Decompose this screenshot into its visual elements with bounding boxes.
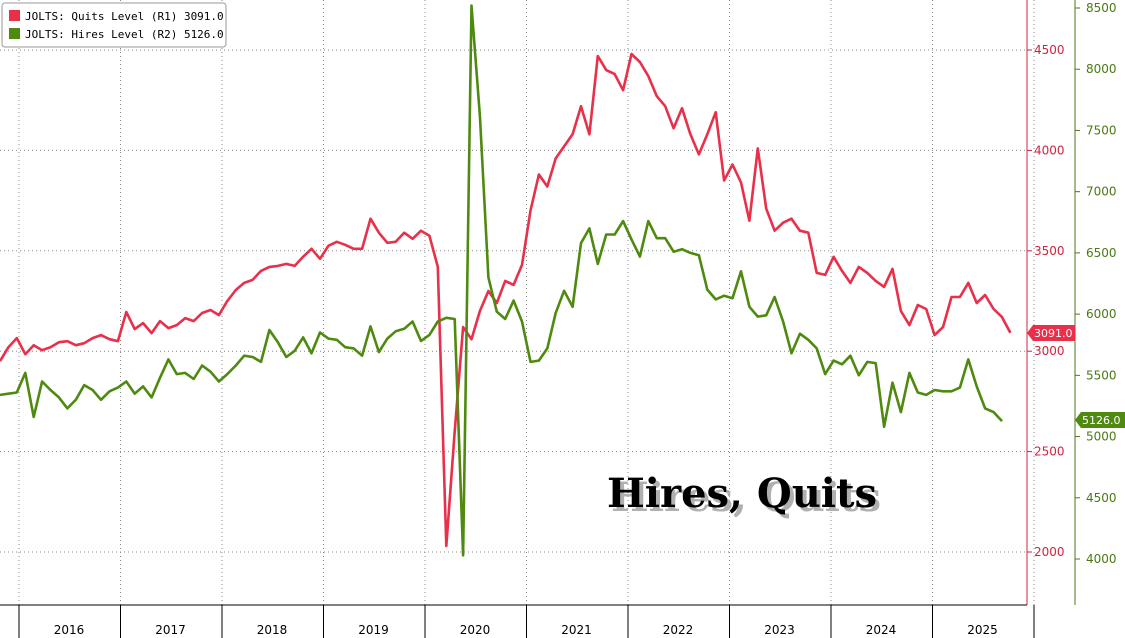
r1-tick-labels: 2000 2500 3000 3500 4000 4500 [1027, 43, 1065, 559]
hires-last-value-callout: 5126.0 [1075, 412, 1125, 428]
r2-tick-label: 7000 [1086, 185, 1117, 199]
r2-tick-label: 5000 [1086, 430, 1117, 444]
x-tick-label-2021: 2021 [561, 623, 592, 637]
hires-last-value: 5126.0 [1082, 414, 1121, 427]
x-axis: 2016 2017 2018 2019 2020 2021 2022 2023 2024 2025 [0, 604, 1035, 638]
quits-last-value: 3091.0 [1034, 327, 1073, 340]
chart-title-group: Hires, Quits Hires, Quits [607, 470, 881, 521]
legend: JOLTS: Quits Level (R1) 3091.0 JOLTS: Hi… [1, 2, 227, 48]
r2-tick-label: 4500 [1086, 491, 1117, 505]
quits-callout-shape [1027, 325, 1075, 341]
quits-series-line [0, 52, 1012, 548]
r2-tick-label: 4000 [1086, 552, 1117, 566]
hires-legend-label: JOLTS: Hires Level (R2) 5126.0 [25, 28, 224, 41]
series-lines [0, 4, 1012, 557]
gridlines [0, 0, 1035, 605]
r1-tick-label: 4500 [1034, 43, 1065, 57]
chart-title: Hires, Quits [607, 470, 877, 517]
x-tick-label-2025: 2025 [967, 623, 998, 637]
r2-tick-labels: 4000 4500 5000 5500 6000 6500 7000 7500 8000 8500 [1075, 1, 1117, 566]
r2-tick-label: 8500 [1086, 1, 1117, 15]
r1-tick-label: 3500 [1034, 244, 1065, 258]
r1-tick-label: 2000 [1034, 545, 1065, 559]
r2-tick-label: 8000 [1086, 62, 1117, 76]
x-tick-label-2022: 2022 [663, 623, 694, 637]
chart-title-shadow: Hires, Quits [611, 474, 881, 521]
hires-callout-shape [1075, 412, 1125, 428]
quits-legend-label: JOLTS: Quits Level (R1) 3091.0 [25, 10, 224, 23]
r2-tick-label: 7500 [1086, 123, 1117, 137]
hires-legend-swatch [9, 28, 20, 39]
r1-tick-label: 2500 [1034, 445, 1065, 459]
r2-tick-label: 5500 [1086, 368, 1117, 382]
x-tick-label-2019: 2019 [358, 623, 389, 637]
hires-series-line [0, 4, 1003, 557]
x-tick-label-2016: 2016 [54, 623, 85, 637]
x-tick-label-2023: 2023 [764, 623, 795, 637]
r1-tick-label: 3000 [1034, 344, 1065, 358]
r2-tick-label: 6500 [1086, 246, 1117, 260]
x-tick-label-2024: 2024 [866, 623, 897, 637]
x-tick-labels: 2016 2017 2018 2019 2020 2021 2022 2023 2024 2025 [18, 605, 1035, 638]
r1-tick-label: 4000 [1034, 143, 1065, 157]
x-tick-label-2017: 2017 [155, 623, 186, 637]
x-tick-label-2018: 2018 [257, 623, 288, 637]
legend-box [1, 2, 227, 48]
right-axes: 2000 2500 3000 3500 4000 4500 4000 4500 5000 550… [1026, 0, 1117, 605]
quits-last-value-callout: 3091.0 [1027, 325, 1075, 341]
x-tick-label-2020: 2020 [460, 623, 491, 637]
r2-tick-label: 6000 [1086, 307, 1117, 321]
quits-legend-swatch [9, 10, 20, 21]
last-value-callouts: 3091.0 5126.0 [1027, 325, 1125, 428]
